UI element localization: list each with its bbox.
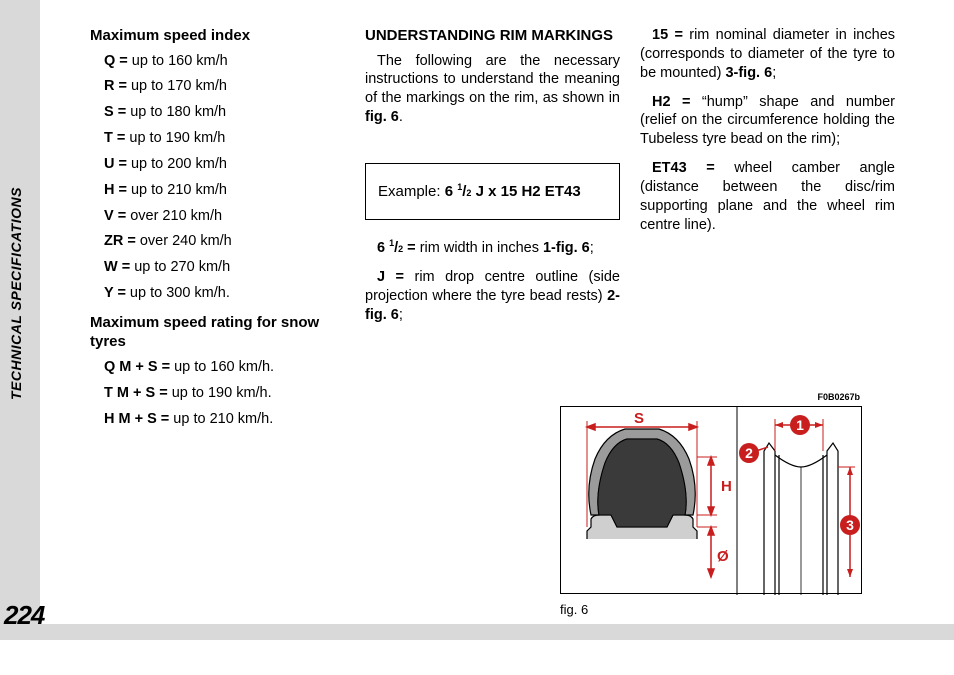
speed-index-list: Q = up to 160 km/hR = up to 170 km/hS = … (90, 52, 345, 303)
spec-key: H M + S = (104, 411, 169, 427)
example-prefix: Example: (378, 183, 445, 200)
text: . (399, 109, 403, 125)
term: 15 = (652, 27, 689, 43)
heading-speed-index: Maximum speed index (90, 26, 345, 46)
spec-key: R = (104, 78, 127, 94)
spec-item: S = up to 180 km/h (104, 103, 345, 122)
column-2: UNDERSTANDING RIM MARKINGS The following… (365, 26, 620, 335)
spec-value: up to 270 km/h (130, 259, 230, 275)
spec-key: ZR = (104, 233, 136, 249)
definition: rim width in inches (420, 240, 543, 256)
example-value: 6 1/2 J x 15 H2 ET43 (445, 183, 581, 200)
label-h: H (721, 478, 732, 495)
spec-item: V = over 210 km/h (104, 207, 345, 226)
spec-key: V = (104, 208, 126, 224)
figure-caption: fig. 6 (560, 602, 588, 617)
footer-bar (40, 624, 954, 640)
section-label: TECHNICAL SPECIFICATIONS (8, 187, 24, 400)
spec-value: over 240 km/h (136, 233, 232, 249)
term: ET43 = (652, 160, 734, 176)
figure-6-diagram: S H Ø (560, 406, 862, 594)
dimension-diameter (697, 527, 717, 577)
spec-value: up to 170 km/h (127, 78, 227, 94)
example-box: Example: 6 1/2 J x 15 H2 ET43 (365, 163, 620, 221)
spec-item: R = up to 170 km/h (104, 77, 345, 96)
spec-key: Q M + S = (104, 359, 170, 375)
callout-3-label: 3 (846, 517, 854, 533)
rim-width-para: 6 1/2 = rim width in inches 1-fig. 6; (365, 238, 620, 258)
figure-code: F0B0267b (560, 392, 860, 402)
camber-para: ET43 = wheel camber angle (distance betw… (640, 159, 895, 234)
spec-key: W = (104, 259, 130, 275)
spec-item: ZR = over 240 km/h (104, 232, 345, 251)
spec-key: S = (104, 104, 126, 120)
page-number: 224 (4, 600, 44, 631)
spec-key: U = (104, 156, 127, 172)
rim-diagram-svg: S H Ø (561, 407, 863, 595)
spec-item: Q M + S = up to 160 km/h. (104, 358, 345, 377)
rim-intro-para: The following are the necessary instruct… (365, 52, 620, 127)
spec-item: U = up to 200 km/h (104, 155, 345, 174)
spec-value: up to 210 km/h (127, 182, 227, 198)
spec-value: up to 200 km/h (127, 156, 227, 172)
spec-value: up to 180 km/h (126, 104, 226, 120)
tyre-cross-section (587, 429, 697, 539)
fig-ref: fig. 6 (365, 109, 399, 125)
spec-item: H M + S = up to 210 km/h. (104, 410, 345, 429)
column-1: Maximum speed index Q = up to 160 km/hR … (90, 26, 345, 435)
spec-value: up to 190 km/h (125, 130, 225, 146)
spec-item: Q = up to 160 km/h (104, 52, 345, 71)
term: H2 = (652, 94, 702, 110)
callout-3: 3 (838, 467, 860, 577)
spec-key: T = (104, 130, 125, 146)
spec-key: H = (104, 182, 127, 198)
spec-key: T M + S = (104, 385, 168, 401)
rim-drop-para: J = rim drop centre outline (side projec… (365, 268, 620, 325)
spec-item: T M + S = up to 190 km/h. (104, 384, 345, 403)
label-s: S (634, 410, 644, 427)
term: J = (377, 269, 414, 285)
text: The following are the necessary instruct… (365, 53, 620, 107)
snow-tyres-list: Q M + S = up to 160 km/h.T M + S = up to… (90, 358, 345, 429)
document-page: TECHNICAL SPECIFICATIONS 224 Maximum spe… (0, 0, 954, 675)
spec-value: up to 210 km/h. (169, 411, 273, 427)
spec-value: up to 190 km/h. (168, 385, 272, 401)
fig-ref: 3-fig. 6 (725, 65, 772, 81)
spec-item: Y = up to 300 km/h. (104, 284, 345, 303)
spec-value: up to 160 km/h. (170, 359, 274, 375)
spec-item: T = up to 190 km/h (104, 129, 345, 148)
term: 6 1/2 = (377, 240, 420, 256)
spec-key: Q = (104, 53, 128, 69)
dimension-h (697, 457, 717, 515)
spec-value: up to 160 km/h (128, 53, 228, 69)
spec-value: over 210 km/h (126, 208, 222, 224)
rim-diameter-para: 15 = rim nominal diameter in inches (cor… (640, 26, 895, 83)
column-3: 15 = rim nominal diameter in inches (cor… (640, 26, 895, 244)
callout-1-label: 1 (796, 417, 804, 433)
callout-2-label: 2 (745, 445, 753, 461)
rim-side-profile (764, 443, 838, 595)
spec-key: Y = (104, 285, 126, 301)
spec-item: W = up to 270 km/h (104, 258, 345, 277)
heading-snow-tyres: Maximum speed rating for snow tyres (90, 313, 345, 352)
label-diameter: Ø (717, 548, 729, 565)
spec-value: up to 300 km/h. (126, 285, 230, 301)
spec-item: H = up to 210 km/h (104, 181, 345, 200)
fig-ref: 1-fig. 6 (543, 240, 590, 256)
hump-para: H2 = “hump” shape and number (relief on … (640, 93, 895, 150)
callout-1: 1 (775, 415, 823, 451)
heading-rim-markings: UNDERSTANDING RIM MARKINGS (365, 26, 620, 46)
